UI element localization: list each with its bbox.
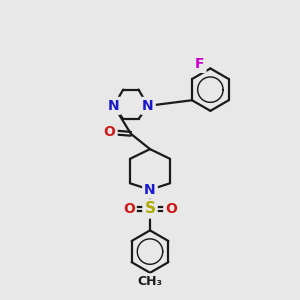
Text: S: S: [145, 201, 155, 216]
Text: N: N: [144, 183, 156, 197]
Text: CH₃: CH₃: [137, 275, 163, 288]
Text: O: O: [123, 202, 135, 216]
Text: O: O: [165, 202, 177, 216]
Text: F: F: [195, 57, 205, 71]
Text: N: N: [108, 99, 120, 113]
Text: N: N: [142, 99, 154, 113]
Text: O: O: [104, 125, 116, 139]
